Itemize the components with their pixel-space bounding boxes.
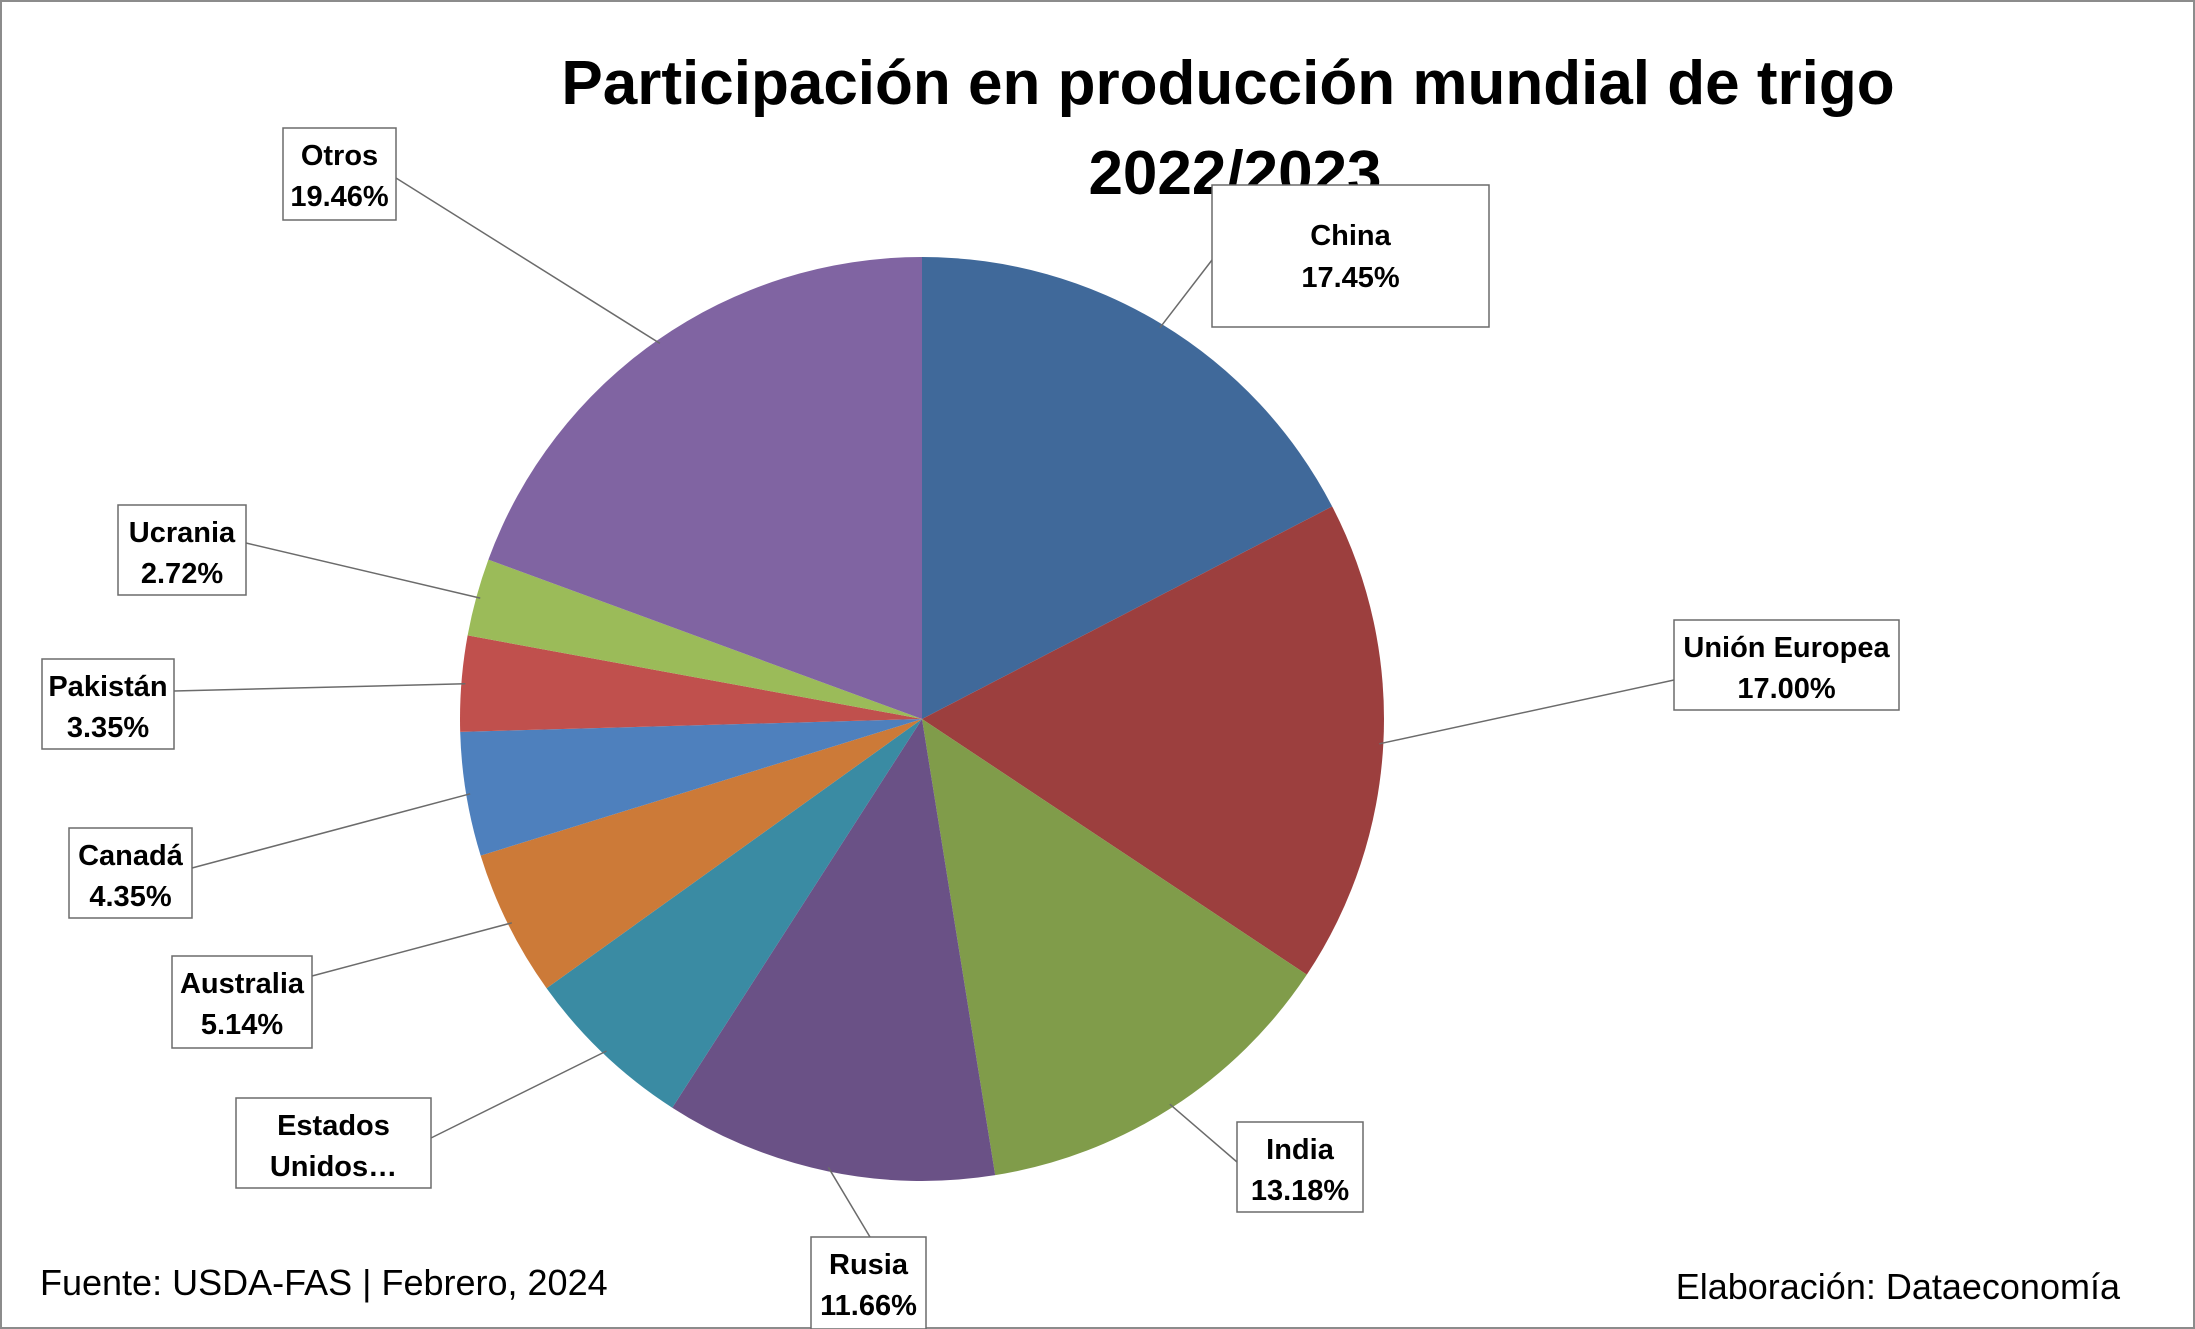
slice-value-label: 5.14% xyxy=(201,1009,283,1041)
leader-line-3 xyxy=(1169,1103,1238,1163)
slice-label: India xyxy=(1266,1134,1335,1166)
pie-slice-1 xyxy=(922,257,1333,719)
leader-line-8 xyxy=(173,683,466,692)
data-label-2: Unión Europea 17.00% xyxy=(1673,619,1900,711)
slice-label: Canadá xyxy=(78,840,184,872)
pie-slice-4 xyxy=(672,719,996,1181)
slice-value-label: 13.18% xyxy=(1251,1175,1350,1207)
leader-line-4 xyxy=(827,1166,871,1238)
pie-slice-3 xyxy=(922,719,1307,1176)
leader-line-5 xyxy=(430,1050,607,1139)
data-label-7: Canadá 4.35% xyxy=(68,827,193,919)
leader-line-7 xyxy=(191,793,471,869)
leader-line-6 xyxy=(311,922,513,977)
slice-label: Otros xyxy=(301,140,378,172)
source-note: Fuente: USDA-FAS | Febrero, 2024 xyxy=(40,1262,608,1303)
pie-slice-8 xyxy=(459,635,922,732)
label-box-frame xyxy=(171,955,313,1049)
pie-slice-2 xyxy=(922,506,1384,975)
leader-lines xyxy=(173,177,1675,1238)
pie-slices xyxy=(459,257,1384,1181)
leader-line-9 xyxy=(245,542,481,599)
slice-value-label: 11.66% xyxy=(820,1290,917,1322)
slice-value-label: 19.46% xyxy=(290,181,389,213)
slice-value-label: 17.00% xyxy=(1737,673,1836,705)
leader-line-2 xyxy=(1379,679,1675,745)
slice-label: Pakistán xyxy=(48,671,167,703)
data-label-9: Ucrania 2.72% xyxy=(117,504,247,596)
pie-slice-6 xyxy=(480,719,922,989)
label-box-frame xyxy=(1236,1121,1364,1213)
label-box-frame xyxy=(68,827,193,919)
chart-title: Participación en producción mundial de t… xyxy=(561,49,1894,118)
slice-value-label: 2.72% xyxy=(141,558,223,590)
data-labels: China 17.45% Unión Europea 17.00% India 13.18… xyxy=(41,127,1900,1329)
slice-label: Ucrania xyxy=(129,517,236,549)
credit-note: Elaboración: Dataeconomía xyxy=(1676,1266,2121,1307)
pie-slice-5 xyxy=(546,719,922,1108)
pie-slice-9 xyxy=(467,559,922,719)
label-box-frame xyxy=(235,1097,432,1189)
slice-label: Unión Europea xyxy=(1683,632,1890,664)
label-box-frame xyxy=(810,1236,927,1329)
data-label-10: Otros 19.46% xyxy=(282,127,397,221)
label-box-frame xyxy=(117,504,247,596)
label-box-frame xyxy=(1211,184,1490,328)
data-label-5: Estados Unidos… xyxy=(235,1097,432,1189)
slice-value-label: 4.35% xyxy=(89,881,171,913)
data-label-8: Pakistán 3.35% xyxy=(41,658,175,750)
slice-label: China xyxy=(1310,220,1391,252)
data-label-4: Rusia 11.66% xyxy=(810,1236,927,1329)
data-label-1: China 17.45% xyxy=(1211,184,1490,328)
label-box-frame xyxy=(1673,619,1900,711)
label-box-frame xyxy=(282,127,397,221)
slice-label: Estados xyxy=(277,1110,390,1142)
label-box-frame xyxy=(41,658,175,750)
slice-label-line-2: Unidos… xyxy=(270,1151,397,1183)
pie-slice-7 xyxy=(460,719,922,856)
leader-line-10 xyxy=(395,177,661,345)
slice-label: Rusia xyxy=(829,1249,909,1281)
pie-slice-10 xyxy=(488,257,922,719)
data-label-3: India 13.18% xyxy=(1236,1121,1364,1213)
data-label-6: Australia 5.14% xyxy=(171,955,313,1049)
slice-value-label: 3.35% xyxy=(67,712,149,744)
slice-value-label: 17.45% xyxy=(1301,262,1400,294)
slice-label: Australia xyxy=(180,968,305,1000)
leader-line-1 xyxy=(1159,259,1213,329)
